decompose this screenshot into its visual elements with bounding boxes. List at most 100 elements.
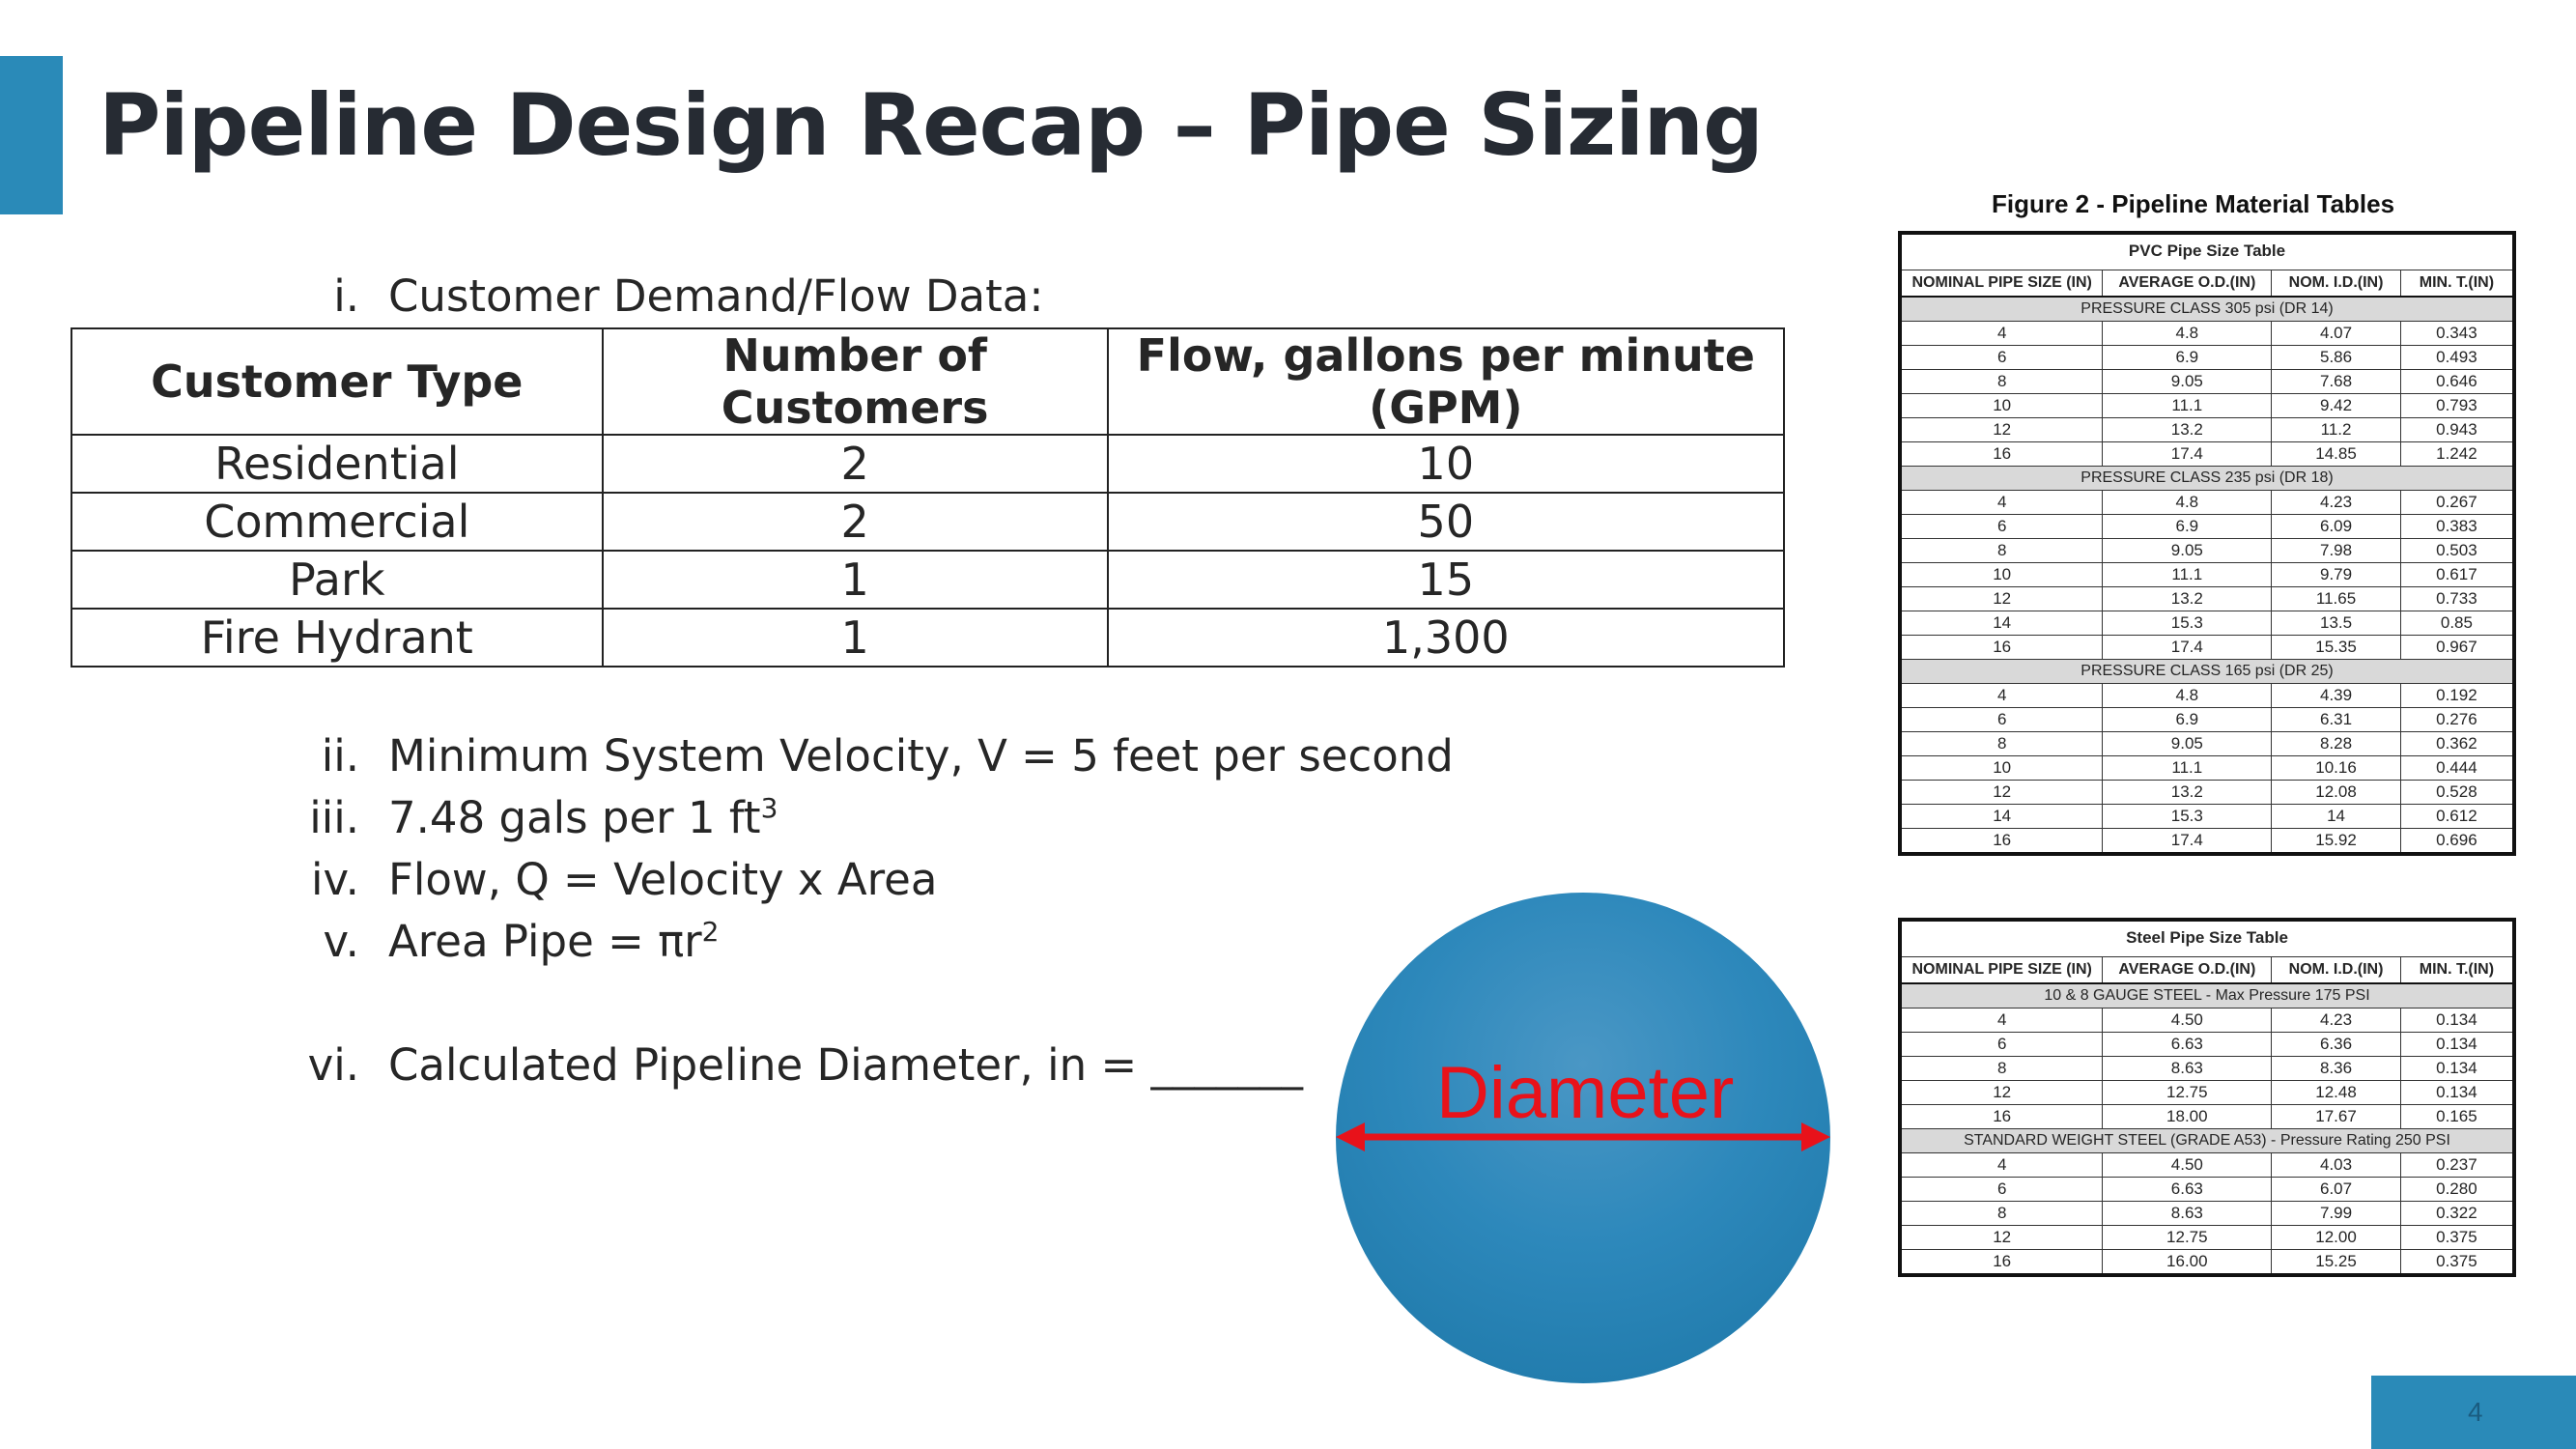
group-row: STANDARD WEIGHT STEEL (GRADE A53) - Pres…	[1899, 1128, 2515, 1153]
table-row: 6 6.63 6.36 0.134	[1899, 1032, 2515, 1057]
table-cell: 10	[1899, 393, 2104, 418]
table-cell: 4	[1899, 1152, 2104, 1178]
table-cell: 0.528	[2399, 780, 2515, 805]
table-cell: 9.79	[2271, 562, 2401, 587]
table-cell: 0.646	[2399, 369, 2515, 394]
table-cell: 0.612	[2399, 804, 2515, 829]
table-cell: 12	[1899, 417, 2104, 442]
table-row: Park 1 15	[71, 550, 1786, 610]
table-cell: 1,300	[1106, 608, 1786, 668]
table-row: 16 17.4 15.92 0.696	[1899, 828, 2515, 855]
table-row: 16 18.00 17.67 0.165	[1899, 1104, 2515, 1129]
table-cell: 8	[1899, 369, 2104, 394]
list-number: iii.	[309, 792, 359, 843]
diameter-arrow-icon	[1336, 1122, 1830, 1151]
table-cell: 0.237	[2399, 1152, 2515, 1178]
table-cell: 5.86	[2271, 345, 2401, 370]
table-cell: 12	[1899, 586, 2104, 611]
table-cell: 12.48	[2271, 1080, 2401, 1105]
table-cell: 0.375	[2399, 1225, 2515, 1250]
table-cell: 4.03	[2271, 1152, 2401, 1178]
table-caption-row: PVC Pipe Size Table	[1900, 233, 2514, 270]
table-cell: 11.1	[2102, 562, 2273, 587]
table-cell: 8	[1899, 538, 2104, 563]
list-item-iii: iii. 7.48 gals per 1 ft3	[309, 792, 778, 843]
list-text: Flow, Q = Velocity x Area	[388, 854, 938, 905]
table-cell: 16.00	[2102, 1249, 2273, 1276]
table-caption-row: Steel Pipe Size Table	[1900, 920, 2514, 957]
table-row: 4 4.8 4.39 0.192	[1899, 683, 2515, 708]
table-cell: 16	[1899, 828, 2104, 855]
table-cell: 12	[1899, 780, 2104, 805]
table-cell: Commercial	[71, 492, 604, 552]
table-row: 14 15.3 14 0.612	[1899, 804, 2515, 829]
table-row: 8 9.05 8.28 0.362	[1899, 731, 2515, 756]
table-row: Residential 2 10	[71, 434, 1786, 494]
header-cell: MIN. T.(IN)	[2399, 270, 2515, 298]
table-cell: 4.8	[2102, 683, 2273, 708]
table-cell: 6.9	[2102, 707, 2273, 732]
slide-title: Pipeline Design Recap – Pipe Sizing	[99, 75, 1764, 175]
table-cell: 12	[1899, 1225, 2104, 1250]
table-row: 4 4.50 4.23 0.134	[1899, 1008, 2515, 1033]
table-cell: 1.242	[2399, 441, 2515, 467]
group-label: PRESSURE CLASS 235 psi (DR 18)	[1899, 466, 2515, 491]
table-cell: 10	[1899, 562, 2104, 587]
table-cell: 2	[601, 492, 1109, 552]
table-cell: 12	[1899, 1080, 2104, 1105]
table-row: 12 13.2 12.08 0.528	[1899, 780, 2515, 805]
table-cell: 4	[1899, 321, 2104, 346]
header-cell: MIN. T.(IN)	[2399, 956, 2515, 984]
table-row: 6 6.9 5.86 0.493	[1899, 345, 2515, 370]
table-cell: 0.493	[2399, 345, 2515, 370]
table-cell: 16	[1899, 1249, 2104, 1276]
table-cell: 9.05	[2102, 731, 2273, 756]
table-cell: 16	[1899, 441, 2104, 467]
table-cell: 4	[1899, 490, 2104, 515]
superscript: 3	[760, 792, 778, 824]
table-cell: 14.85	[2271, 441, 2401, 467]
table-row: 4 4.8 4.23 0.267	[1899, 490, 2515, 515]
table-cell: 6	[1899, 1032, 2104, 1057]
header-cell: AVERAGE O.D.(IN)	[2102, 956, 2273, 984]
group-row: 10 & 8 GAUGE STEEL - Max Pressure 175 PS…	[1899, 982, 2515, 1009]
table-row: 16 17.4 14.85 1.242	[1899, 441, 2515, 467]
table-cell: 15.3	[2102, 804, 2273, 829]
table-cell: 0.134	[2399, 1056, 2515, 1081]
table-cell: 15.3	[2102, 611, 2273, 636]
table-cell: 0.276	[2399, 707, 2515, 732]
table-cell: 11.1	[2102, 393, 2273, 418]
table-cell: 17.4	[2102, 828, 2273, 855]
table-cell: 0.617	[2399, 562, 2515, 587]
table-cell: 10.16	[2271, 755, 2401, 781]
list-item-i: i. Customer Demand/Flow Data:	[333, 270, 1043, 322]
table-cell: 16	[1899, 1104, 2104, 1129]
table-cell: 8	[1899, 1056, 2104, 1081]
table-row: 10 11.1 9.79 0.617	[1899, 562, 2515, 587]
table-cell: 4.23	[2271, 1008, 2401, 1033]
table-row: 12 13.2 11.2 0.943	[1899, 417, 2515, 442]
table-cell: 16	[1899, 635, 2104, 660]
table-cell: 12.75	[2102, 1225, 2273, 1250]
table-cell: 8	[1899, 1201, 2104, 1226]
list-number: v.	[323, 916, 359, 967]
header-cell: Flow, gallons per minute (GPM)	[1106, 327, 1786, 436]
table-cell: 13.2	[2102, 780, 2273, 805]
table-cell: 0.696	[2399, 828, 2515, 855]
table-caption: Steel Pipe Size Table	[2126, 928, 2288, 947]
steel-pipe-table: Steel Pipe Size Table NOMINAL PIPE SIZE (…	[1898, 918, 2516, 1277]
table-cell: 0.444	[2399, 755, 2515, 781]
table-cell: 14	[1899, 804, 2104, 829]
table-header-row: NOMINAL PIPE SIZE (IN) AVERAGE O.D.(IN) NO…	[1899, 956, 2515, 984]
table-cell: 0.793	[2399, 393, 2515, 418]
table-header-row: NOMINAL PIPE SIZE (IN) AVERAGE O.D.(IN) NO…	[1899, 270, 2515, 298]
table-cell: 9.05	[2102, 538, 2273, 563]
table-cell: 4.50	[2102, 1152, 2273, 1178]
table-row: 12 13.2 11.65 0.733	[1899, 586, 2515, 611]
list-item-v: v. Area Pipe = πr2	[324, 916, 720, 967]
table-cell: 14	[1899, 611, 2104, 636]
table-cell: 0.362	[2399, 731, 2515, 756]
header-cell: Customer Type	[71, 327, 604, 436]
table-cell: 0.192	[2399, 683, 2515, 708]
header-cell: Number of Customers	[601, 327, 1109, 436]
